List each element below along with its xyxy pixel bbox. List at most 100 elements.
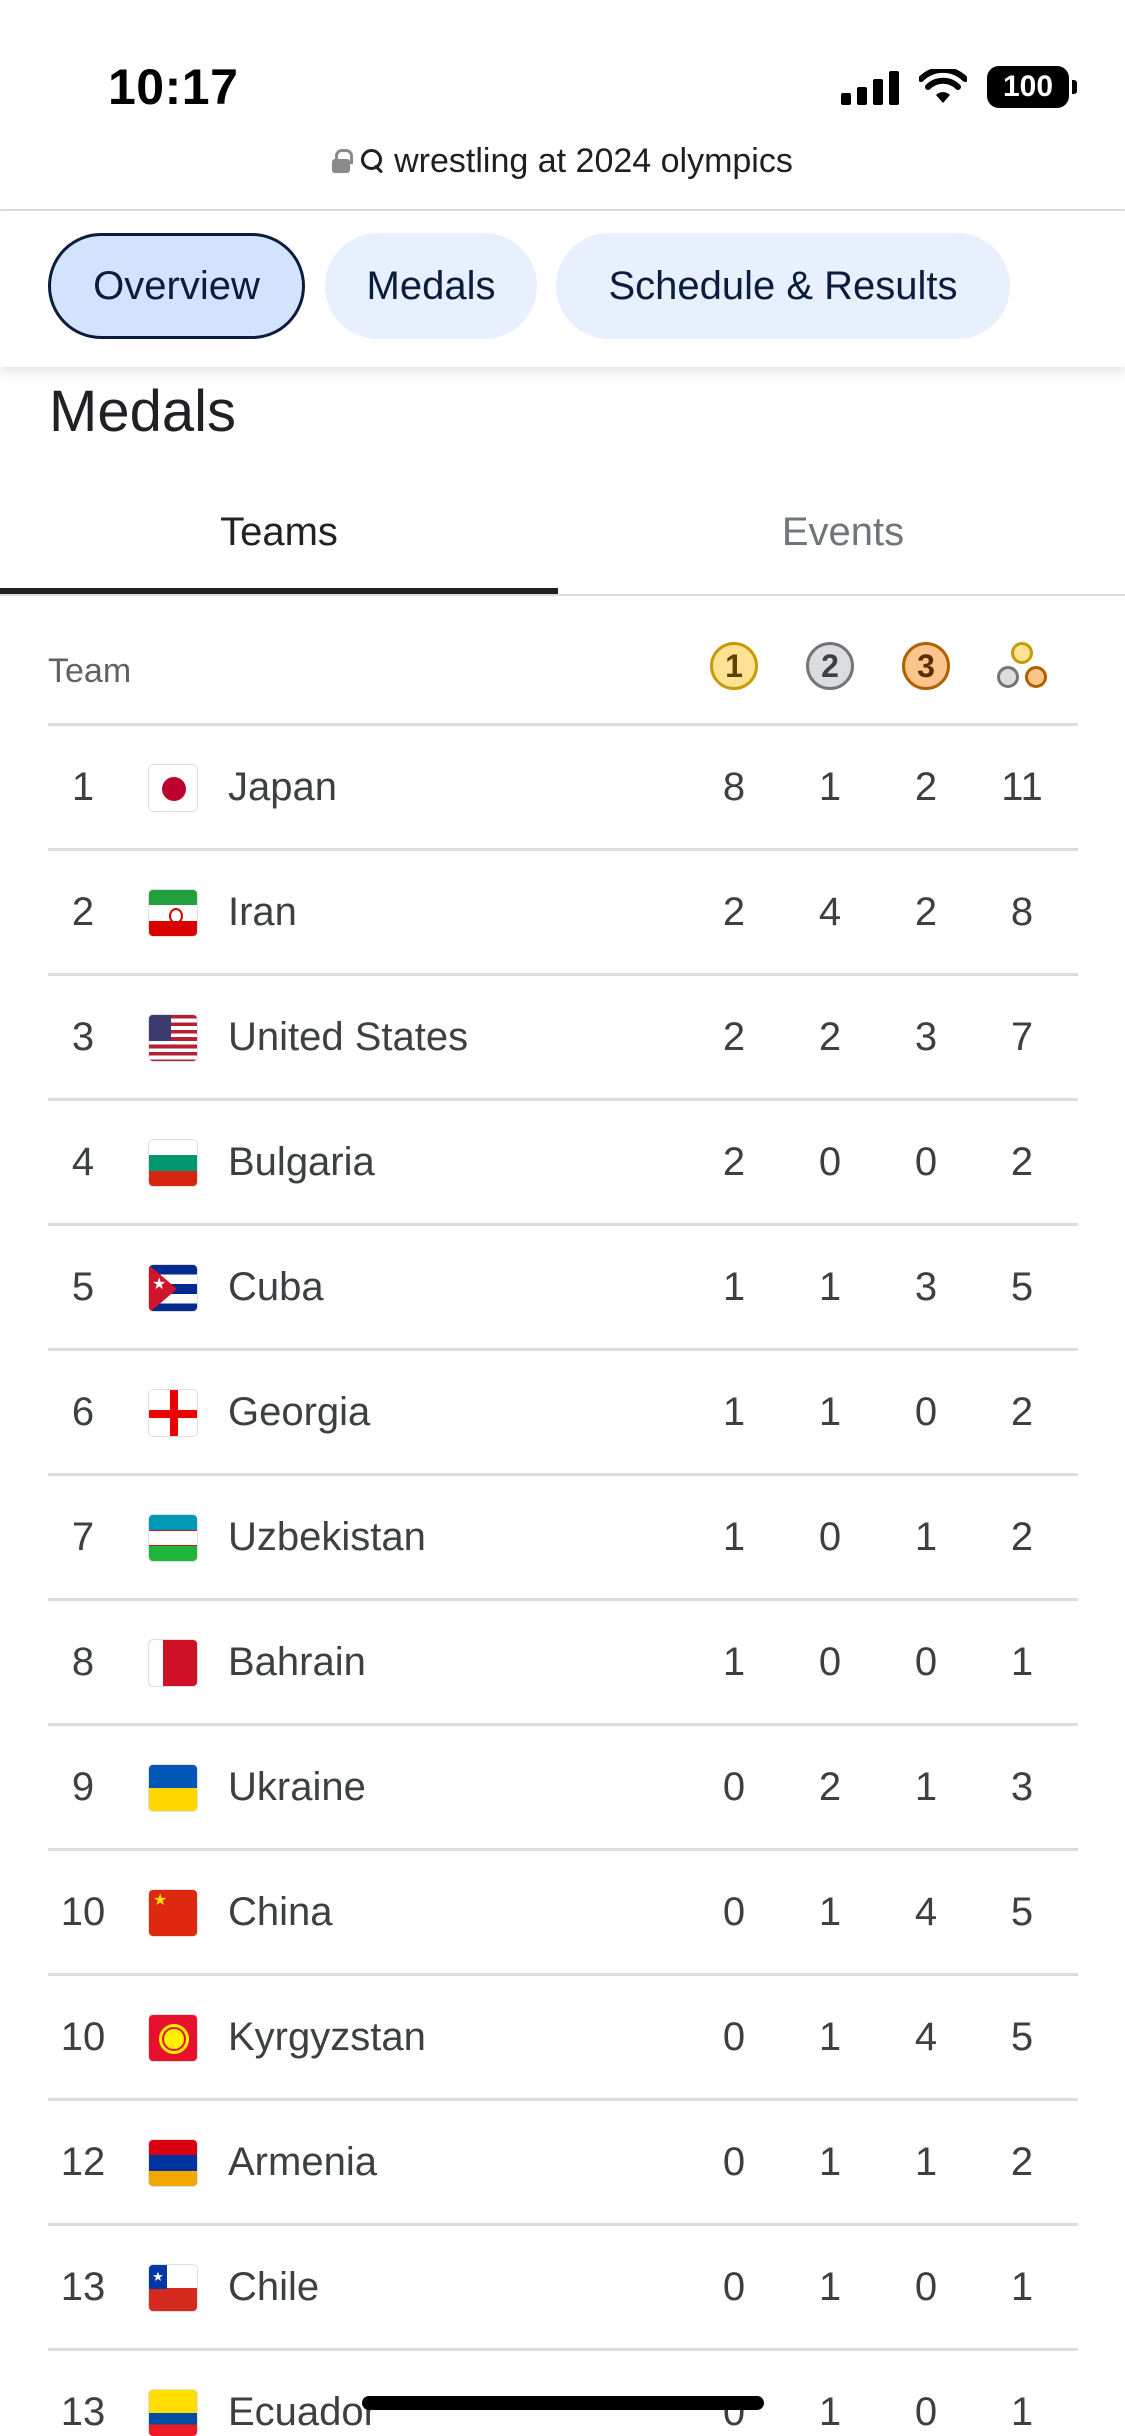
chip-overview[interactable]: Overview (48, 233, 305, 339)
table-row[interactable]: 13 Ecuador 0 1 0 1 (48, 2351, 1078, 2436)
table-row[interactable]: 5 Cuba 1 1 3 5 (48, 1226, 1078, 1351)
total-count: 1 (1010, 2389, 1034, 2434)
table-row[interactable]: 4 Bulgaria 2 0 0 2 (48, 1101, 1078, 1226)
battery-icon: 100 (987, 66, 1077, 108)
gold-count: 1 (722, 1264, 746, 1309)
georgia-flag-icon (148, 1389, 198, 1437)
tab-teams[interactable]: Teams (220, 509, 338, 554)
wifi-icon (919, 69, 967, 103)
bronze-count: 3 (914, 1264, 938, 1309)
bronze-medal-icon: 3 (902, 642, 950, 690)
rank: 9 (71, 1764, 95, 1809)
bronze-count: 1 (914, 1764, 938, 1809)
bronze-count: 0 (914, 1139, 938, 1184)
silver-count: 0 (818, 1639, 842, 1684)
ecuador-flag-icon (148, 2389, 198, 2436)
rank: 7 (71, 1514, 95, 1559)
rank: 10 (60, 1889, 106, 1934)
rank: 6 (71, 1389, 95, 1434)
total-count: 7 (1010, 1014, 1034, 1059)
table-row[interactable]: 10 China 0 1 4 5 (48, 1851, 1078, 1976)
gold-medal-icon: 1 (710, 642, 758, 690)
bahrain-flag-icon (148, 1639, 198, 1687)
rank: 4 (71, 1139, 95, 1184)
silver-count: 4 (818, 889, 842, 934)
total-count: 2 (1010, 1514, 1034, 1559)
gold-count: 0 (722, 2014, 746, 2059)
chip-schedule-results[interactable]: Schedule & Results (556, 233, 1010, 339)
silver-count: 1 (818, 1389, 842, 1434)
medal-table: Team 1 2 3 1 Japan 8 1 2 11 2 Iran 2 4 2 8 3 United S… (48, 600, 1078, 2436)
cuba-flag-icon (148, 1264, 198, 1312)
total-count: 2 (1010, 2139, 1034, 2184)
usa-flag-icon (148, 1014, 198, 1062)
team-name: Uzbekistan (228, 1514, 426, 1559)
uzbekistan-flag-icon (148, 1514, 198, 1562)
gold-count: 2 (722, 1139, 746, 1184)
tab-events[interactable]: Events (781, 509, 905, 554)
gold-count: 2 (722, 1014, 746, 1059)
silver-medal-icon: 2 (806, 642, 854, 690)
total-medals-icon (996, 640, 1048, 692)
bronze-count: 0 (914, 1639, 938, 1684)
silver-count: 1 (818, 764, 842, 809)
table-row[interactable]: 1 Japan 8 1 2 11 (48, 726, 1078, 851)
cellular-signal-icon (841, 69, 899, 105)
team-name: Ukraine (228, 1764, 366, 1809)
address-bar[interactable]: wrestling at 2024 olympics (0, 138, 1125, 184)
gold-count: 0 (722, 1764, 746, 1809)
total-count: 3 (1010, 1764, 1034, 1809)
chip-medals[interactable]: Medals (325, 233, 537, 339)
china-flag-icon (148, 1889, 198, 1937)
silver-count: 2 (818, 1764, 842, 1809)
team-name: Bulgaria (228, 1139, 375, 1184)
table-row[interactable]: 12 Armenia 0 1 1 2 (48, 2101, 1078, 2226)
table-row[interactable]: 3 United States 2 2 3 7 (48, 976, 1078, 1101)
bronze-count: 0 (914, 2264, 938, 2309)
rank: 3 (71, 1014, 95, 1059)
table-body: 1 Japan 8 1 2 11 2 Iran 2 4 2 8 3 United States 2 2 3 7 4 B… (48, 726, 1078, 2436)
armenia-flag-icon (148, 2139, 198, 2187)
team-name: Iran (228, 889, 297, 934)
section-chips: Overview Medals Schedule & Results (0, 211, 1125, 367)
tabs-divider (0, 594, 1125, 596)
rank: 1 (71, 764, 95, 809)
table-row[interactable]: 2 Iran 2 4 2 8 (48, 851, 1078, 976)
total-count: 1 (1010, 2264, 1034, 2309)
header-divider (0, 209, 1125, 211)
kyrgyzstan-flag-icon (148, 2014, 198, 2062)
bronze-count: 1 (914, 2139, 938, 2184)
bronze-count: 3 (914, 1014, 938, 1059)
rank: 5 (71, 1264, 95, 1309)
table-row[interactable]: 8 Bahrain 1 0 0 1 (48, 1601, 1078, 1726)
silver-count: 1 (818, 1264, 842, 1309)
japan-flag-icon (148, 764, 198, 812)
rank: 13 (60, 2389, 106, 2434)
total-count: 8 (1010, 889, 1034, 934)
team-name: Bahrain (228, 1639, 366, 1684)
bronze-count: 2 (914, 889, 938, 934)
section-title: Medals (49, 379, 236, 444)
home-indicator (362, 2396, 764, 2410)
total-count: 5 (1010, 2014, 1034, 2059)
bronze-count: 0 (914, 1389, 938, 1434)
bronze-count: 2 (914, 764, 938, 809)
bulgaria-flag-icon (148, 1139, 198, 1187)
rank: 13 (60, 2264, 106, 2309)
lock-icon (332, 149, 354, 173)
gold-count: 2 (722, 889, 746, 934)
table-row[interactable]: 13 Chile 0 1 0 1 (48, 2226, 1078, 2351)
table-row[interactable]: 7 Uzbekistan 1 0 1 2 (48, 1476, 1078, 1601)
gold-count: 0 (722, 2389, 746, 2434)
total-count: 1 (1010, 1639, 1034, 1684)
silver-count: 1 (818, 2139, 842, 2184)
table-row[interactable]: 10 Kyrgyzstan 0 1 4 5 (48, 1976, 1078, 2101)
gold-count: 1 (722, 1389, 746, 1434)
table-row[interactable]: 9 Ukraine 0 2 1 3 (48, 1726, 1078, 1851)
gold-count: 8 (722, 764, 746, 809)
column-header-team: Team (48, 652, 132, 690)
table-row[interactable]: 6 Georgia 1 1 0 2 (48, 1351, 1078, 1476)
gold-count: 0 (722, 1889, 746, 1934)
total-count: 2 (1010, 1389, 1034, 1434)
medal-tabs: Teams Events (0, 470, 1125, 596)
